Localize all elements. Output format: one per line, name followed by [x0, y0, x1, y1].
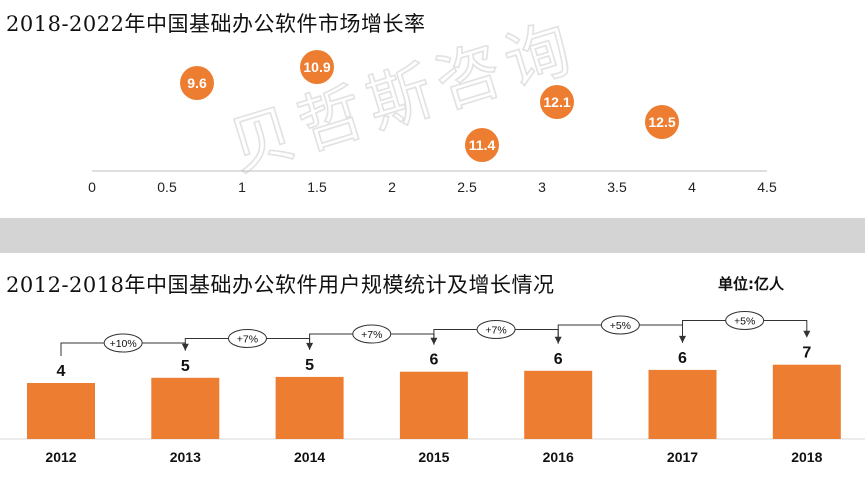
growth-badge — [725, 311, 765, 330]
x-category-label: 2017 — [667, 449, 698, 465]
bar-value-label: 5 — [181, 358, 190, 375]
growth-badge — [476, 320, 516, 339]
arrow-head-icon — [306, 342, 314, 350]
bar — [275, 376, 344, 439]
section-divider — [0, 218, 865, 253]
data-point: 12.5 — [645, 105, 679, 139]
growth-badge — [227, 329, 267, 348]
point-label: 9.6 — [187, 75, 207, 91]
x-tick-label: 0.5 — [157, 179, 177, 195]
growth-label: +7% — [361, 329, 382, 341]
bar-value-label: 6 — [429, 352, 438, 369]
x-tick-label: 2 — [388, 179, 396, 195]
point-label: 11.4 — [469, 137, 496, 153]
arrow-head-icon — [554, 336, 562, 344]
growth-arrow-line — [309, 333, 435, 350]
growth-arrow-line — [433, 329, 559, 345]
chart-title-growth-rate: 2018-2022年中国基础办公软件市场增长率 — [6, 12, 426, 36]
bar-value-label: 6 — [678, 350, 687, 367]
data-point: 10.9 — [300, 50, 334, 84]
point-marker — [540, 85, 574, 119]
chart-title-user-scale: 2012-2018年中国基础办公软件用户规模统计及增长情况 — [6, 273, 555, 297]
watermark-text: 贝哲斯咨询 — [221, 10, 587, 186]
arrow-head-icon — [679, 335, 686, 343]
x-tick-label: 3 — [538, 179, 546, 195]
point-label: 10.9 — [303, 59, 330, 75]
x-category-label: 2012 — [45, 449, 76, 465]
growth-connector: +5% — [557, 315, 686, 344]
x-category-label: 2016 — [543, 449, 574, 465]
point-marker — [465, 128, 499, 162]
growth-badge — [600, 315, 640, 335]
arrow-head-icon — [430, 337, 438, 345]
x-tick-label: 2.5 — [457, 179, 477, 195]
x-tick-label: 0 — [88, 179, 96, 195]
growth-badge — [352, 324, 392, 344]
growth-label: +7% — [237, 334, 258, 346]
bar — [648, 369, 717, 439]
point-marker — [300, 50, 334, 84]
x-category-label: 2015 — [418, 449, 449, 465]
watermark: 贝哲斯咨询 — [220, 9, 588, 187]
x-category-label: 2014 — [294, 449, 325, 465]
data-point: 12.1 — [540, 85, 574, 119]
point-marker — [645, 105, 679, 139]
x-tick-label: 3.5 — [607, 179, 627, 195]
growth-connector: +7% — [309, 324, 438, 350]
growth-label: +10% — [110, 338, 137, 350]
unit-label: 单位:亿人 — [718, 275, 784, 293]
growth-connector: +7% — [184, 329, 314, 351]
growth-connector: +10% — [60, 333, 189, 356]
growth-arrow-line — [184, 338, 311, 351]
bar-value-label: 5 — [305, 357, 314, 374]
point-marker — [180, 66, 214, 100]
bar-value-label: 7 — [802, 345, 811, 362]
bar-value-label: 4 — [57, 363, 66, 380]
x-category-label: 2013 — [170, 449, 201, 465]
x-tick-label: 4.5 — [757, 179, 777, 195]
growth-arrow-line — [60, 342, 186, 356]
scatter-chart: 贝哲斯咨询 0 0.5 1 1.5 2 2.5 3 3.5 4 4.5 9.6 10.9 11.4 12… — [88, 9, 777, 195]
x-category-label: 2018 — [791, 449, 822, 465]
bar — [151, 377, 220, 439]
growth-connector: +5% — [682, 311, 811, 343]
data-point: 11.4 — [465, 128, 499, 162]
point-label: 12.1 — [543, 94, 570, 110]
x-tick-label: 1 — [238, 179, 246, 195]
data-point: 9.6 — [180, 66, 214, 100]
growth-arrow-line — [682, 320, 808, 343]
growth-connector: +7% — [433, 320, 562, 345]
bar-value-label: 6 — [554, 351, 563, 368]
x-tick-label: 4 — [688, 179, 696, 195]
growth-badge — [103, 333, 143, 353]
arrow-head-icon — [803, 330, 811, 338]
point-label: 12.5 — [648, 114, 675, 130]
bar — [27, 383, 95, 439]
bar — [524, 370, 593, 439]
growth-arrow-line — [557, 324, 683, 344]
growth-label: +7% — [485, 325, 506, 337]
arrow-head-icon — [181, 343, 189, 351]
x-tick-label: 1.5 — [307, 179, 327, 195]
growth-label: +5% — [610, 320, 631, 332]
bar — [772, 364, 841, 439]
growth-label: +5% — [734, 316, 755, 328]
bar — [399, 371, 468, 439]
